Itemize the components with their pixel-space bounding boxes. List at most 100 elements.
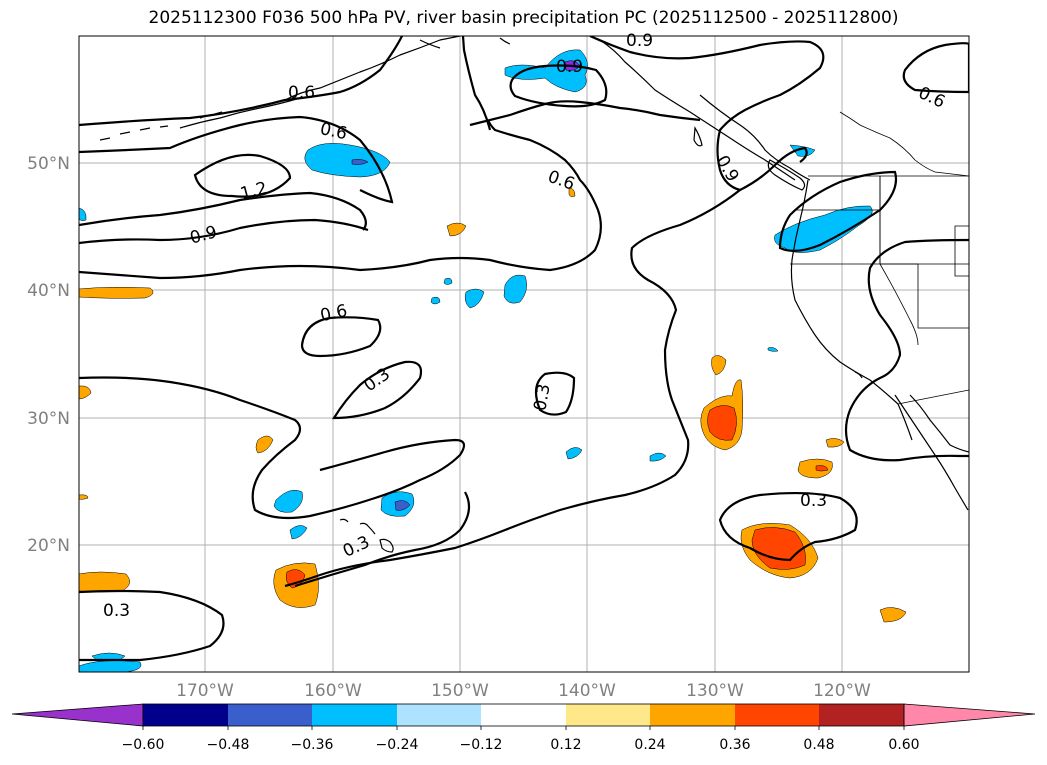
colorbar-segment	[650, 704, 735, 726]
political-borders	[790, 111, 969, 405]
pos-patch	[825, 438, 845, 448]
lat-label-50n: 50°N	[27, 154, 70, 174]
haida-gwaii	[693, 126, 703, 147]
colorbar-extend-right	[903, 703, 1036, 727]
aleutian-islands	[99, 111, 223, 141]
lat-label-20n: 20°N	[27, 536, 70, 556]
pos-patch	[879, 607, 907, 623]
pv-contour	[718, 492, 858, 562]
neg-patch	[430, 296, 441, 305]
pv-contour	[79, 589, 225, 662]
neg-patch	[649, 452, 667, 462]
pv-contour	[902, 42, 969, 94]
colorbar-tick-label: 0.24	[634, 737, 665, 753]
pv-contour	[469, 100, 701, 127]
colorbar-tick-label: −0.60	[122, 737, 165, 753]
lon-label-130w: 130°W	[686, 681, 744, 701]
mexico-coast	[909, 394, 969, 453]
sea-of-alaska-islands	[419, 37, 511, 49]
colorbar-segment	[228, 704, 312, 726]
colorbar-tick-label: −0.48	[207, 737, 250, 753]
pv-contour	[589, 36, 825, 192]
contour-label: 0.3	[530, 382, 554, 412]
lon-label-150w: 150°W	[431, 681, 489, 701]
pv-contour	[79, 115, 394, 204]
lat-label-40n: 40°N	[27, 281, 70, 301]
pos-patch	[797, 458, 833, 479]
neg-patch	[565, 447, 583, 460]
coastlines	[99, 36, 969, 553]
colorbar-segment	[735, 704, 819, 726]
neg-patch	[767, 347, 779, 352]
colorbar-frame	[142, 703, 905, 727]
pos-patch	[79, 385, 92, 400]
pos-patch	[79, 286, 154, 299]
pv-contour	[79, 119, 602, 280]
latitude-labels: 50°N 40°N 30°N 20°N	[27, 154, 70, 556]
pos-patch	[815, 465, 829, 472]
neg-patch	[774, 205, 873, 253]
pv-contour	[79, 36, 403, 127]
colorbar-segment	[481, 704, 566, 726]
pos-patch	[707, 405, 737, 441]
colorbar-ticks	[142, 726, 905, 730]
neg-patch	[789, 144, 816, 157]
pv-contours	[79, 36, 969, 662]
vancouver-island	[767, 159, 806, 191]
neg-patch	[503, 274, 527, 304]
se-alaska-coast	[599, 39, 796, 181]
pv-contour	[79, 191, 367, 231]
contour-label: 0.9	[556, 57, 583, 77]
neg-patch	[79, 207, 87, 221]
alaska-canada-border	[839, 111, 969, 177]
colorbar-segment	[397, 704, 481, 726]
map-panel	[79, 36, 969, 672]
contour-label: 0.3	[103, 601, 130, 621]
colorbar-segment	[312, 704, 397, 726]
contour-label: 0.6	[288, 83, 315, 103]
pv-contour	[332, 360, 423, 420]
neg-patch	[443, 277, 453, 285]
colorbar-tick-label: −0.36	[291, 737, 334, 753]
pv-contour	[300, 316, 382, 358]
longitude-labels: 170°W 160°W 150°W 140°W 130°W 120°W	[176, 681, 871, 701]
pv-contour	[193, 153, 292, 198]
pos-patch	[79, 571, 130, 593]
neg-patch	[464, 288, 485, 309]
colorbar-tick-label: 0.60	[888, 737, 919, 753]
pos-patch	[446, 222, 467, 237]
colorbar: −0.60 −0.48 −0.36 −0.24 −0.12 0.12 0.24 …	[11, 703, 1036, 753]
colorbar-tick-label: 0.12	[550, 737, 581, 753]
nevada-border	[880, 263, 969, 329]
colorbar-extend-left	[11, 703, 144, 727]
lon-label-170w: 170°W	[176, 681, 234, 701]
alaska-coast	[284, 36, 461, 101]
baja-california	[894, 394, 969, 511]
lat-label-30n: 30°N	[27, 409, 70, 429]
map-frame	[78, 35, 970, 673]
hawaii-islands	[339, 518, 394, 553]
neg-patch	[394, 500, 411, 511]
pv-contour	[844, 238, 969, 462]
colorbar-tick-label: 0.48	[803, 737, 834, 753]
neg-patch	[273, 490, 303, 513]
pv-contour	[294, 491, 471, 588]
pv-contour	[509, 64, 608, 108]
colorbar-segment	[566, 704, 650, 726]
colorbar-segment	[143, 704, 228, 726]
lon-label-120w: 120°W	[813, 681, 871, 701]
california-nevada-border	[879, 263, 919, 346]
contour-label: 0.9	[626, 31, 653, 51]
pv-contour	[79, 376, 466, 520]
map-title: 2025112300 F036 500 hPa PV, river basin …	[148, 8, 899, 28]
utah-border	[954, 225, 969, 277]
pos-patch	[79, 494, 89, 500]
us-mexico-border	[897, 389, 969, 405]
colorbar-tick-label: −0.12	[460, 737, 503, 753]
lon-label-140w: 140°W	[558, 681, 616, 701]
neg-patch	[504, 49, 588, 93]
colorbar-tick-label: −0.24	[376, 737, 419, 753]
colorbar-segment	[819, 704, 904, 726]
pv-contour	[461, 36, 492, 131]
pv-contour	[534, 371, 576, 416]
